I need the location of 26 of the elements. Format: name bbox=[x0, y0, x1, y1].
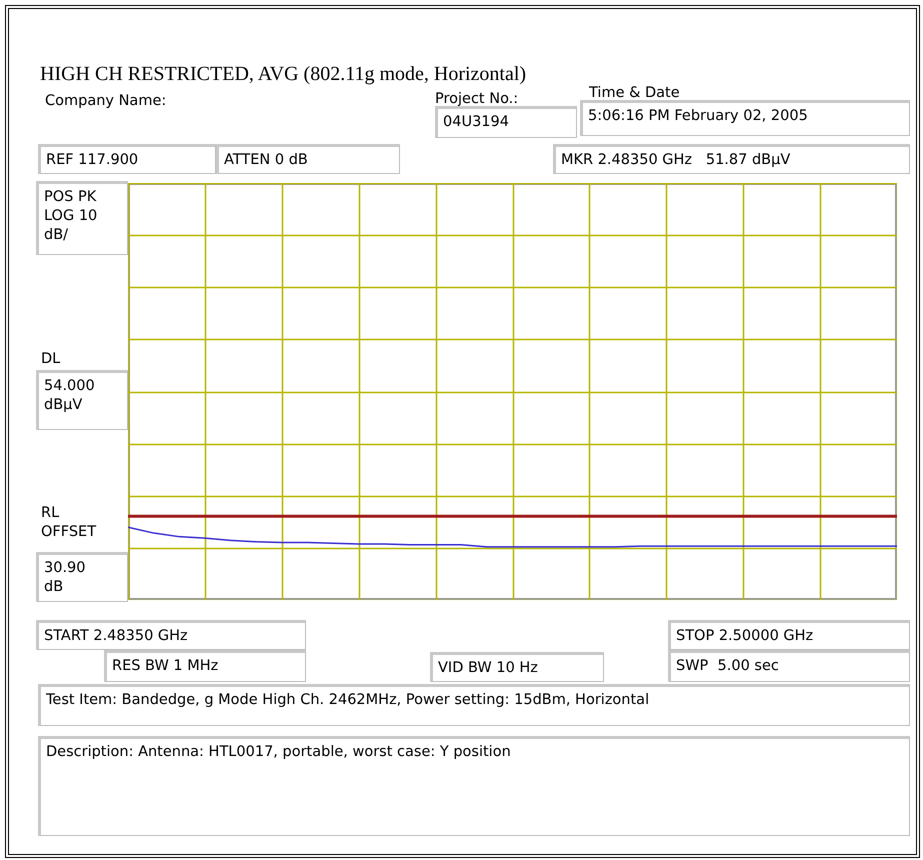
text: VID BW 10 Hz bbox=[430, 652, 604, 682]
text: 04U3194 bbox=[435, 106, 577, 138]
text: REF 117.900 bbox=[38, 144, 216, 174]
text: POS PK bbox=[44, 189, 96, 205]
text: RL bbox=[41, 505, 60, 521]
text: SWP 5.00 sec bbox=[668, 650, 910, 682]
text: Description: Antenna: HTL0017, portable, worst case: Y position bbox=[38, 736, 910, 836]
text: START 2.48350 GHz bbox=[36, 620, 306, 650]
text: STOP 2.50000 GHz bbox=[668, 620, 910, 650]
text: Company Name: bbox=[44, 92, 168, 111]
text: dB/ bbox=[44, 227, 68, 243]
text: Project No.: bbox=[434, 90, 520, 109]
text: dBµV bbox=[44, 397, 82, 413]
text: 5:06:16 PM February 02, 2005 bbox=[580, 100, 910, 136]
text: 54.000 bbox=[44, 378, 95, 394]
text: Test Item: Bandedge, g Mode High Ch. 2462MHz, Power setting: 15dBm, Horizontal bbox=[38, 684, 910, 726]
text: RES BW 1 MHz bbox=[104, 650, 306, 682]
text: DL bbox=[40, 350, 62, 369]
text: 30.90 bbox=[44, 560, 86, 576]
chart-title: HIGH CH RESTRICTED, AVG (802.11g mode, Horizontal) bbox=[40, 62, 526, 86]
text: OFFSET bbox=[41, 524, 96, 540]
text: LOG 10 bbox=[44, 208, 98, 224]
text: Time & Date bbox=[588, 84, 681, 103]
text: MKR 2.48350 GHz 51.87 dBµV bbox=[553, 144, 910, 174]
text: dB bbox=[44, 579, 64, 595]
text: ATTEN 0 dB bbox=[216, 144, 400, 174]
